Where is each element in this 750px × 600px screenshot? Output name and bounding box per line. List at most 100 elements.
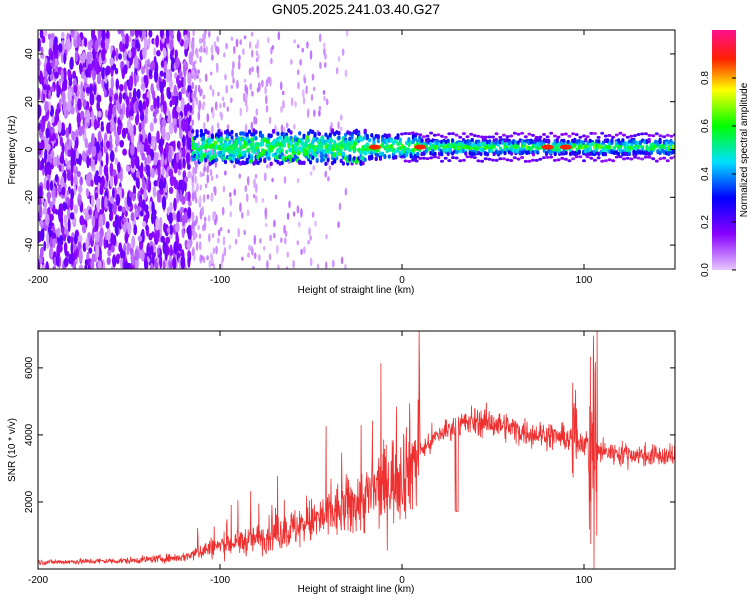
heatmap-cell [269, 234, 272, 242]
heatmap-cell [217, 237, 220, 244]
heatmap-cell [55, 208, 58, 215]
heatmap-cell [73, 235, 78, 245]
heatmap-cell [79, 110, 85, 120]
heatmap-cell [266, 260, 269, 269]
heatmap-cell [339, 126, 343, 132]
heatmap-cell [94, 209, 99, 220]
heatmap-cell [160, 60, 165, 68]
heatmap-cell [210, 254, 214, 265]
heatmap-cell [229, 211, 233, 218]
heatmap-cell [61, 31, 65, 39]
heatmap-cell [328, 138, 334, 144]
heatmap-cell [194, 175, 197, 184]
heatmap-cell [273, 232, 276, 239]
heatmap-cell [592, 158, 597, 162]
heatmap-cell [203, 221, 207, 231]
heatmap-cell [48, 224, 52, 232]
heatmap-cell [209, 85, 212, 91]
heatmap-cell [268, 116, 272, 125]
heatmap-cell [285, 266, 289, 269]
heatmap-cell [81, 124, 85, 135]
heatmap-cell [100, 175, 105, 187]
heatmap-cell [344, 69, 348, 78]
heatmap-cell [469, 132, 474, 136]
heatmap-cell [250, 49, 254, 58]
heatmap-cell [86, 155, 90, 169]
heatmap-cell [250, 155, 254, 161]
heatmap-cell [80, 81, 84, 95]
heatmap-cell [105, 152, 109, 166]
heatmap-cell [199, 55, 202, 63]
heatmap-cell [63, 257, 69, 268]
heatmap-cell [622, 157, 626, 161]
heatmap-cell [178, 129, 183, 140]
heatmap-cell [258, 130, 262, 135]
heatmap-cell [97, 150, 102, 162]
heatmap-cell [254, 195, 258, 204]
heatmap-cell [387, 154, 391, 159]
heatmap-cell [400, 155, 404, 159]
heatmap-cell [117, 162, 121, 174]
heatmap-cell [173, 197, 177, 212]
colorbar-ticks: 0.0 0.2 0.4 0.6 0.8 [700, 71, 736, 277]
heatmap-cell [142, 221, 147, 228]
heatmap-cell [313, 133, 317, 138]
heatmap-cell [296, 205, 300, 214]
heatmap-cell [168, 168, 174, 177]
heatmap-cell [47, 196, 51, 204]
heatmap-cell [295, 142, 300, 147]
heatmap-cell [233, 46, 236, 54]
heatmap-cell [305, 85, 308, 95]
heatmap-cell [556, 158, 561, 162]
heatmap-cell [436, 133, 441, 137]
heatmap-cell [180, 97, 185, 112]
heatmap-cell [122, 148, 127, 156]
heatmap-cell [70, 173, 74, 187]
heatmap-cell [77, 98, 82, 111]
heatmap-cell [407, 132, 412, 136]
heatmap-cell [649, 150, 653, 155]
heatmap-cell [223, 159, 228, 165]
heatmap-cell [187, 137, 192, 151]
heatmap-cell [191, 36, 195, 43]
heatmap-cell [370, 133, 374, 138]
heatmap-cell [62, 67, 67, 81]
heatmap-cell [228, 244, 232, 250]
heatmap-cell [211, 88, 215, 97]
heatmap-cell [640, 157, 645, 161]
heatmap-cell [261, 133, 265, 139]
heatmap-cell [211, 232, 215, 239]
heatmap-cell [633, 155, 637, 159]
heatmap-cell [142, 48, 147, 60]
heatmap-cell [622, 133, 626, 137]
heatmap-cell [338, 202, 342, 211]
heatmap-cell [596, 135, 601, 139]
heatmap-cell [398, 140, 402, 145]
heatmap-cell [173, 241, 178, 255]
heatmap-cell [88, 209, 92, 216]
heatmap-cell [165, 69, 170, 83]
heatmap-cell [199, 128, 203, 134]
heatmap-cell [563, 157, 568, 161]
heatmap-cell [228, 139, 232, 145]
heatmap-cell [89, 83, 93, 97]
heatmap-cell [181, 86, 186, 95]
heatmap-cell [63, 202, 68, 210]
heatmap-cell [324, 141, 328, 146]
heatmap-cell [173, 89, 179, 97]
heatmap-cell [217, 229, 221, 237]
y-tick-label: -20 [24, 190, 35, 205]
heatmap-cell [560, 133, 565, 136]
heatmap-cell [193, 143, 199, 149]
heatmap-cell [284, 237, 287, 245]
heatmap-cell [104, 195, 108, 210]
heatmap-cell [107, 247, 112, 257]
heatmap-cell [230, 36, 234, 41]
heatmap-cell [56, 227, 61, 238]
heatmap-cell [116, 172, 121, 179]
heatmap-cell [96, 94, 101, 102]
heatmap-cell [263, 246, 266, 251]
heatmap-cell [199, 184, 202, 191]
heatmap-cell [222, 185, 226, 193]
x-tick-label: 0 [399, 575, 405, 586]
